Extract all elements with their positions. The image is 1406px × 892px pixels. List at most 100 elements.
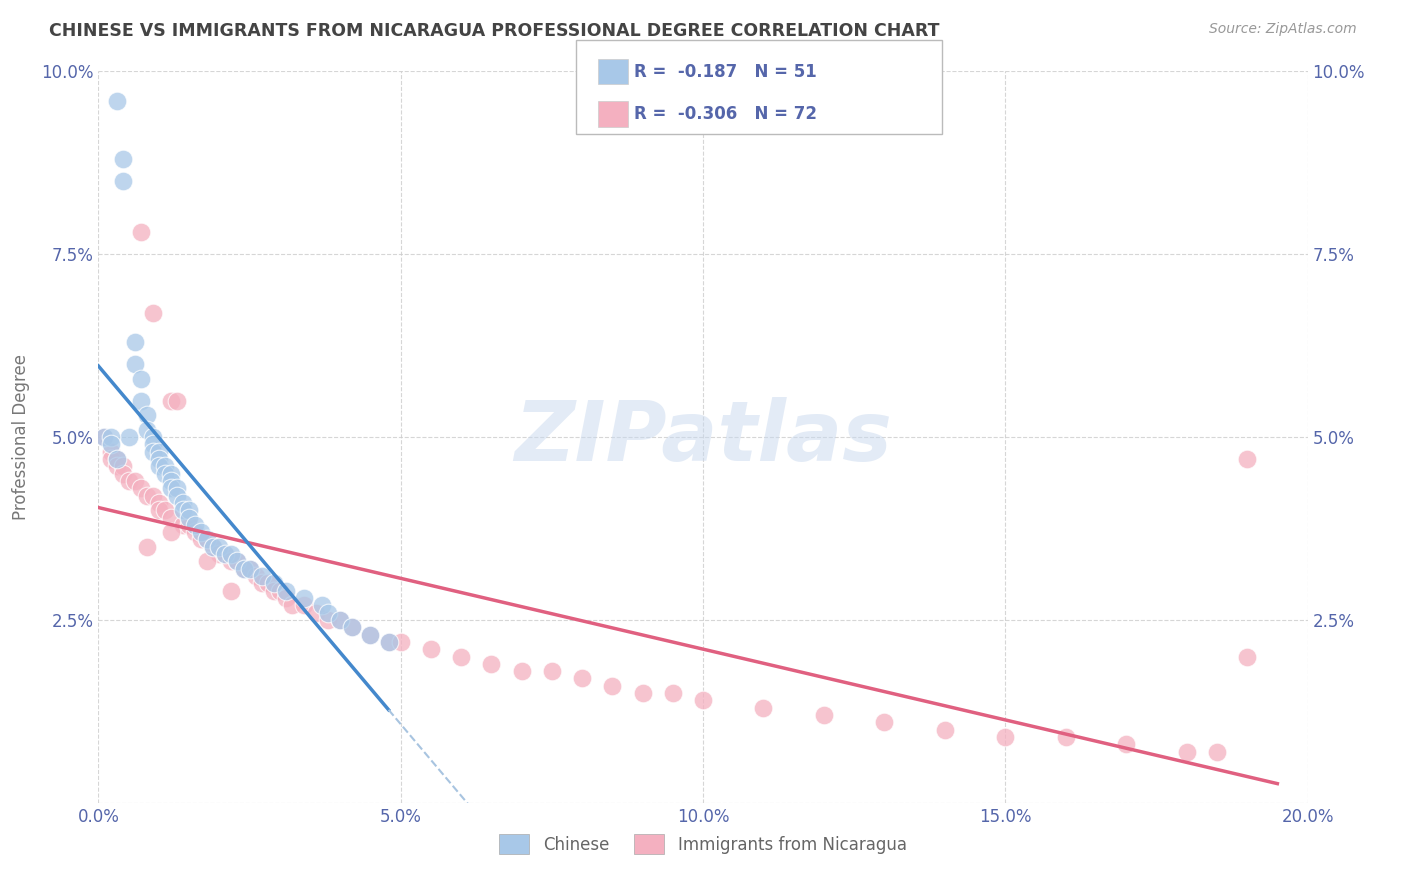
Point — [118, 430, 141, 444]
Point — [934, 723, 956, 737]
Point — [184, 517, 207, 532]
Point — [292, 591, 315, 605]
Point — [142, 430, 165, 444]
Point — [148, 459, 170, 474]
Point — [160, 467, 183, 481]
Point — [160, 510, 183, 524]
Point — [250, 576, 273, 591]
Point — [377, 635, 399, 649]
Point — [195, 533, 218, 547]
Text: ZIPatlas: ZIPatlas — [515, 397, 891, 477]
Point — [377, 635, 399, 649]
Point — [142, 444, 165, 458]
Point — [994, 730, 1017, 744]
Point — [135, 408, 157, 422]
Point — [226, 554, 249, 568]
Point — [179, 510, 201, 524]
Point — [752, 700, 775, 714]
Text: R =  -0.306   N = 72: R = -0.306 N = 72 — [634, 105, 817, 123]
Point — [172, 517, 194, 532]
Point — [142, 437, 165, 451]
Point — [124, 334, 146, 349]
Point — [142, 489, 165, 503]
Point — [813, 708, 835, 723]
Point — [153, 503, 176, 517]
Point — [100, 452, 122, 467]
Point — [129, 225, 152, 239]
Point — [214, 547, 236, 561]
Point — [166, 481, 188, 495]
Point — [100, 444, 122, 458]
Point — [274, 583, 297, 598]
Point — [226, 554, 249, 568]
Point — [160, 525, 183, 540]
Point — [195, 554, 218, 568]
Text: R =  -0.187   N = 51: R = -0.187 N = 51 — [634, 62, 817, 80]
Point — [179, 503, 201, 517]
Point — [245, 569, 267, 583]
Point — [111, 174, 134, 188]
Point — [93, 430, 115, 444]
Point — [571, 672, 593, 686]
Point — [124, 357, 146, 371]
Point — [111, 459, 134, 474]
Point — [202, 540, 225, 554]
Point — [329, 613, 352, 627]
Point — [172, 503, 194, 517]
Point — [540, 664, 562, 678]
Point — [93, 430, 115, 444]
Text: Source: ZipAtlas.com: Source: ZipAtlas.com — [1209, 22, 1357, 37]
Point — [105, 94, 128, 108]
Point — [148, 496, 170, 510]
Point — [1236, 452, 1258, 467]
Point — [263, 576, 285, 591]
Point — [142, 306, 165, 320]
Point — [239, 562, 262, 576]
Point — [166, 489, 188, 503]
Point — [148, 503, 170, 517]
Point — [195, 533, 218, 547]
Point — [1206, 745, 1229, 759]
Point — [184, 525, 207, 540]
Point — [602, 679, 624, 693]
Point — [1175, 745, 1198, 759]
Point — [190, 525, 212, 540]
Point — [221, 583, 243, 598]
Point — [129, 481, 152, 495]
Y-axis label: Professional Degree: Professional Degree — [11, 354, 30, 520]
Point — [160, 474, 183, 488]
Point — [510, 664, 533, 678]
Point — [202, 540, 225, 554]
Point — [221, 554, 243, 568]
Point — [250, 569, 273, 583]
Point — [1236, 649, 1258, 664]
Point — [135, 489, 157, 503]
Text: CHINESE VS IMMIGRANTS FROM NICARAGUA PROFESSIONAL DEGREE CORRELATION CHART: CHINESE VS IMMIGRANTS FROM NICARAGUA PRO… — [49, 22, 939, 40]
Point — [153, 459, 176, 474]
Point — [281, 599, 304, 613]
Point — [232, 562, 254, 576]
Point — [292, 599, 315, 613]
Point — [274, 591, 297, 605]
Point — [135, 540, 157, 554]
Point — [166, 393, 188, 408]
Point — [232, 562, 254, 576]
Point — [692, 693, 714, 707]
Point — [450, 649, 472, 664]
Point — [105, 459, 128, 474]
Point — [316, 613, 339, 627]
Legend: Chinese, Immigrants from Nicaragua: Chinese, Immigrants from Nicaragua — [494, 828, 912, 860]
Point — [160, 393, 183, 408]
Point — [129, 371, 152, 385]
Point — [360, 627, 382, 641]
Point — [208, 540, 231, 554]
Point — [129, 393, 152, 408]
Point — [1054, 730, 1077, 744]
Point — [481, 657, 503, 671]
Point — [420, 642, 443, 657]
Point — [214, 547, 236, 561]
Point — [111, 467, 134, 481]
Point — [118, 474, 141, 488]
Point — [269, 583, 291, 598]
Point — [316, 606, 339, 620]
